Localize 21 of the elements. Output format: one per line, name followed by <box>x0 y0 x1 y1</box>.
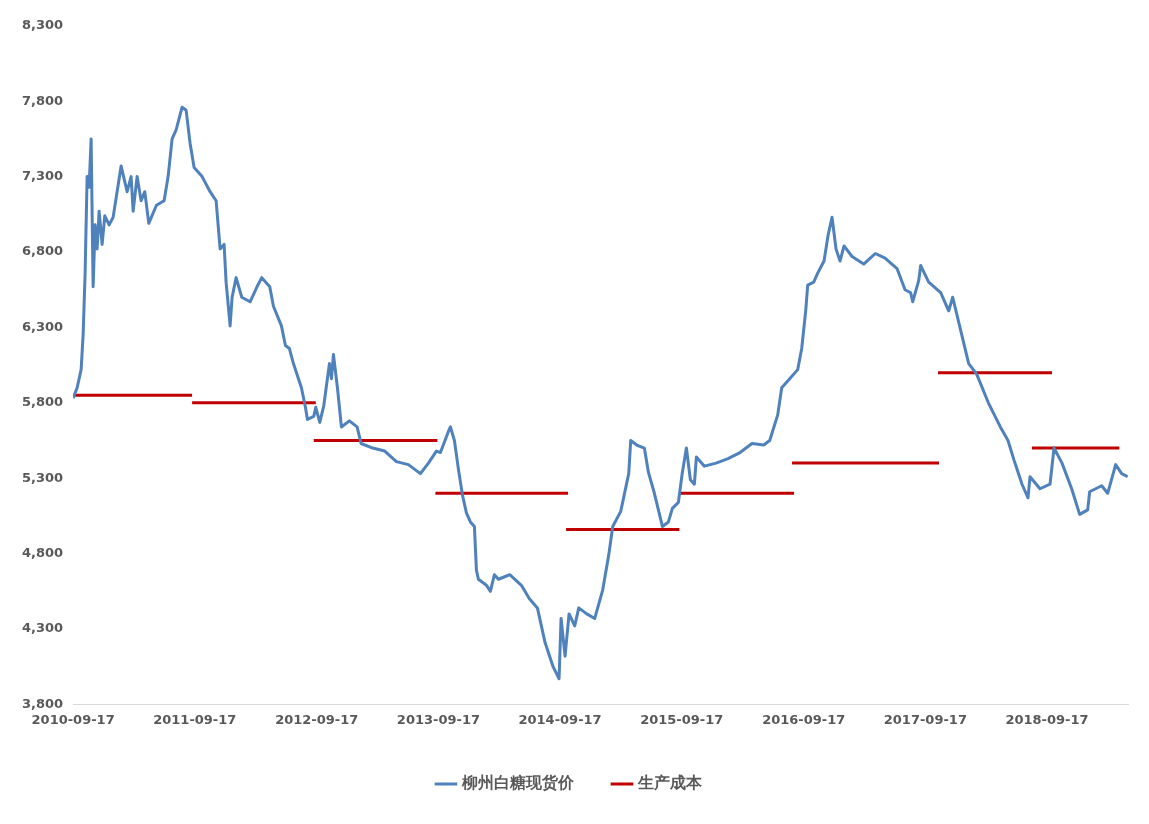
x-tick-label: 2010-09-17 <box>31 711 115 727</box>
y-tick-label: 5,300 <box>22 469 64 485</box>
x-tick-label: 2011-09-17 <box>153 711 237 727</box>
legend-label: 生产成本 <box>637 773 703 793</box>
y-tick-label: 6,800 <box>22 243 64 259</box>
y-tick-label: 7,300 <box>22 167 64 183</box>
x-tick-label: 2014-09-17 <box>518 711 602 727</box>
legend-label: 柳州白糖现货价 <box>461 773 575 793</box>
y-tick-label: 6,300 <box>22 318 64 334</box>
x-tick-label: 2015-09-17 <box>640 711 724 727</box>
y-tick-label: 4,800 <box>22 544 64 560</box>
y-tick-label: 8,300 <box>22 17 64 33</box>
x-tick-label: 2016-09-17 <box>762 711 846 727</box>
x-tick-label: 2018-09-17 <box>1005 711 1089 727</box>
x-tick-label: 2012-09-17 <box>275 711 359 727</box>
x-tick-label: 2013-09-17 <box>396 711 480 727</box>
y-tick-label: 4,300 <box>22 620 64 636</box>
x-tick-label: 2017-09-17 <box>883 711 967 727</box>
y-tick-label: 7,800 <box>22 92 64 108</box>
y-tick-label: 3,800 <box>22 695 64 711</box>
y-tick-label: 5,800 <box>22 394 64 410</box>
